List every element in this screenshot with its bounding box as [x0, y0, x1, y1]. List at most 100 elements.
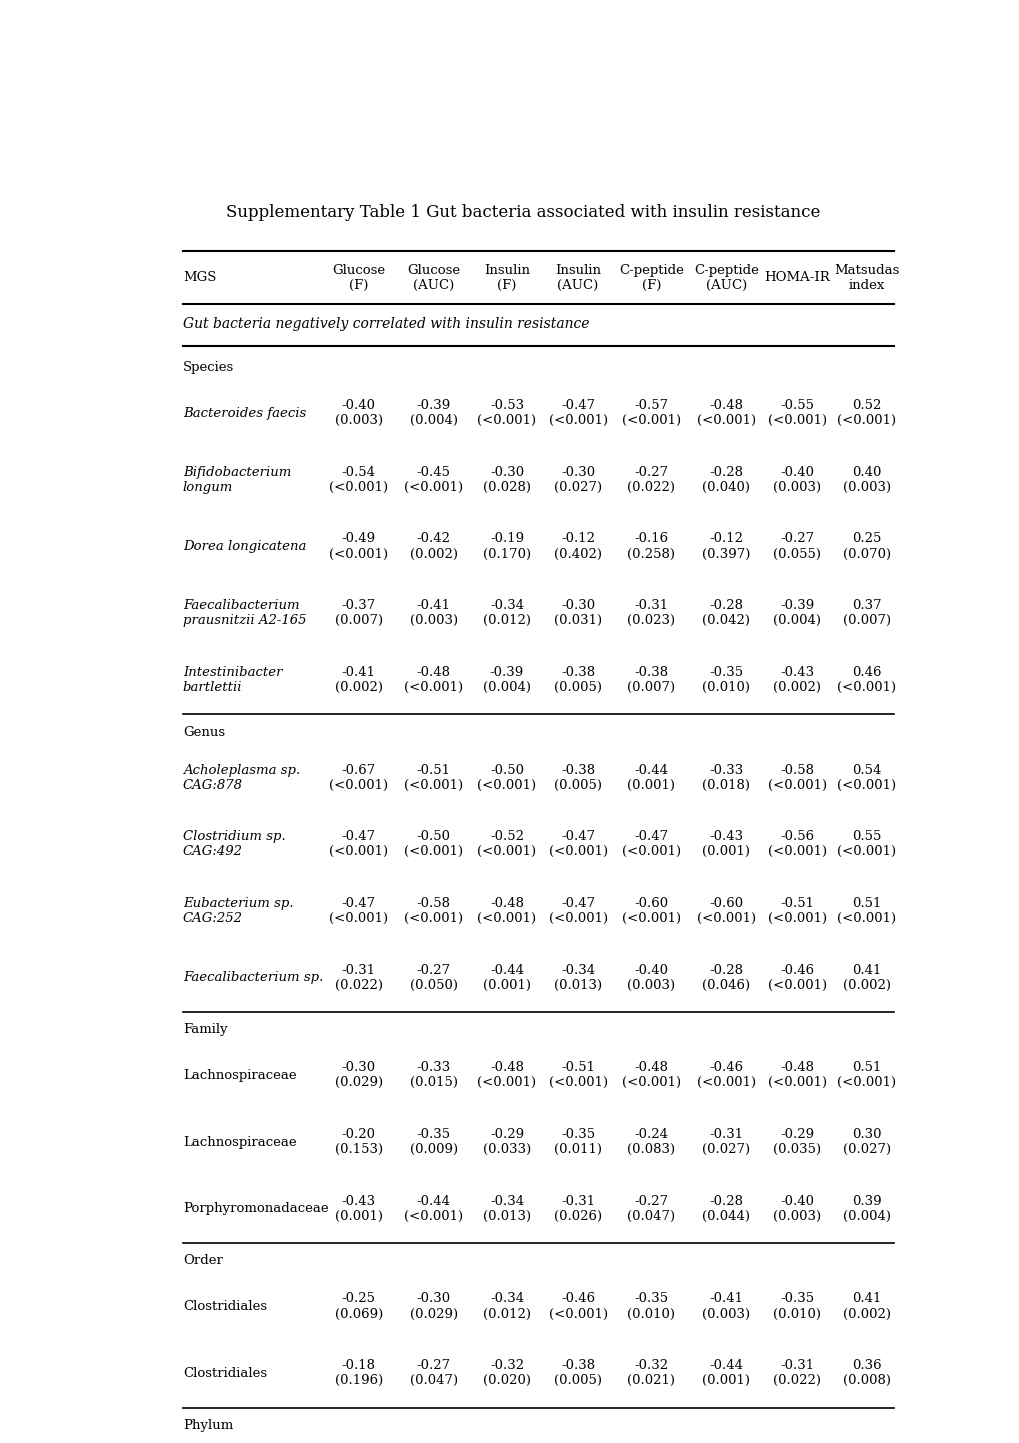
Text: -0.35
(0.010): -0.35 (0.010) — [772, 1293, 820, 1320]
Text: Intestinibacter
bartlettii: Intestinibacter bartlettii — [182, 665, 282, 694]
Text: 0.55
(<0.001): 0.55 (<0.001) — [837, 830, 896, 859]
Text: -0.30
(0.027): -0.30 (0.027) — [553, 466, 601, 494]
Text: -0.57
(<0.001): -0.57 (<0.001) — [621, 400, 680, 427]
Text: Species: Species — [182, 361, 233, 374]
Text: -0.27
(0.055): -0.27 (0.055) — [772, 532, 820, 560]
Text: -0.47
(<0.001): -0.47 (<0.001) — [621, 830, 680, 859]
Text: -0.41
(0.002): -0.41 (0.002) — [334, 665, 382, 694]
Text: -0.38
(0.005): -0.38 (0.005) — [553, 665, 601, 694]
Text: -0.31
(0.022): -0.31 (0.022) — [334, 964, 382, 991]
Text: -0.34
(0.013): -0.34 (0.013) — [482, 1195, 531, 1222]
Text: Lachnospiraceae: Lachnospiraceae — [182, 1069, 297, 1082]
Text: -0.35
(0.010): -0.35 (0.010) — [702, 665, 750, 694]
Text: 0.36
(0.008): 0.36 (0.008) — [842, 1359, 890, 1387]
Text: -0.40
(0.003): -0.40 (0.003) — [334, 400, 382, 427]
Text: -0.44
(<0.001): -0.44 (<0.001) — [404, 1195, 463, 1222]
Text: C-peptide
(AUC): C-peptide (AUC) — [693, 264, 758, 291]
Text: Faecalibacterium
prausnitzii A2-165: Faecalibacterium prausnitzii A2-165 — [182, 599, 306, 628]
Text: -0.44
(0.001): -0.44 (0.001) — [702, 1359, 750, 1387]
Text: -0.50
(<0.001): -0.50 (<0.001) — [477, 763, 536, 792]
Text: -0.32
(0.020): -0.32 (0.020) — [482, 1359, 531, 1387]
Text: 0.39
(0.004): 0.39 (0.004) — [842, 1195, 890, 1222]
Text: -0.43
(0.001): -0.43 (0.001) — [702, 830, 750, 859]
Text: -0.44
(0.001): -0.44 (0.001) — [627, 763, 675, 792]
Text: Dorea longicatena: Dorea longicatena — [182, 540, 306, 553]
Text: -0.47
(<0.001): -0.47 (<0.001) — [548, 830, 607, 859]
Text: 0.30
(0.027): 0.30 (0.027) — [842, 1128, 890, 1156]
Text: -0.48
(<0.001): -0.48 (<0.001) — [477, 1062, 536, 1089]
Text: -0.43
(0.002): -0.43 (0.002) — [772, 665, 820, 694]
Text: -0.27
(0.022): -0.27 (0.022) — [627, 466, 675, 494]
Text: Bacteroides faecis: Bacteroides faecis — [182, 407, 306, 420]
Text: -0.39
(0.004): -0.39 (0.004) — [772, 599, 820, 628]
Text: -0.38
(0.005): -0.38 (0.005) — [553, 763, 601, 792]
Text: Supplementary Table 1 Gut bacteria associated with insulin resistance: Supplementary Table 1 Gut bacteria assoc… — [225, 203, 819, 221]
Text: -0.28
(0.042): -0.28 (0.042) — [702, 599, 750, 628]
Text: Bifidobacterium
longum: Bifidobacterium longum — [182, 466, 291, 494]
Text: -0.48
(<0.001): -0.48 (<0.001) — [767, 1062, 826, 1089]
Text: 0.40
(0.003): 0.40 (0.003) — [842, 466, 890, 494]
Text: 0.52
(<0.001): 0.52 (<0.001) — [837, 400, 896, 427]
Text: 0.51
(<0.001): 0.51 (<0.001) — [837, 1062, 896, 1089]
Text: -0.35
(0.011): -0.35 (0.011) — [553, 1128, 601, 1156]
Text: -0.31
(0.023): -0.31 (0.023) — [627, 599, 675, 628]
Text: -0.49
(<0.001): -0.49 (<0.001) — [329, 532, 388, 560]
Text: -0.42
(0.002): -0.42 (0.002) — [410, 532, 458, 560]
Text: -0.52
(<0.001): -0.52 (<0.001) — [477, 830, 536, 859]
Text: -0.29
(0.035): -0.29 (0.035) — [772, 1128, 820, 1156]
Text: -0.39
(0.004): -0.39 (0.004) — [410, 400, 458, 427]
Text: -0.16
(0.258): -0.16 (0.258) — [627, 532, 675, 560]
Text: 0.54
(<0.001): 0.54 (<0.001) — [837, 763, 896, 792]
Text: -0.33
(0.018): -0.33 (0.018) — [702, 763, 750, 792]
Text: -0.34
(0.012): -0.34 (0.012) — [482, 599, 531, 628]
Text: -0.40
(0.003): -0.40 (0.003) — [772, 1195, 820, 1222]
Text: 0.46
(<0.001): 0.46 (<0.001) — [837, 665, 896, 694]
Text: -0.30
(0.031): -0.30 (0.031) — [553, 599, 601, 628]
Text: -0.47
(<0.001): -0.47 (<0.001) — [548, 400, 607, 427]
Text: -0.33
(0.015): -0.33 (0.015) — [410, 1062, 458, 1089]
Text: -0.31
(0.027): -0.31 (0.027) — [701, 1128, 750, 1156]
Text: -0.18
(0.196): -0.18 (0.196) — [334, 1359, 382, 1387]
Text: Clostridiales: Clostridiales — [182, 1367, 267, 1380]
Text: Clostridium sp.
CAG:492: Clostridium sp. CAG:492 — [182, 830, 285, 859]
Text: -0.67
(<0.001): -0.67 (<0.001) — [329, 763, 388, 792]
Text: -0.48
(<0.001): -0.48 (<0.001) — [477, 898, 536, 925]
Text: Eubacterium sp.
CAG:252: Eubacterium sp. CAG:252 — [182, 898, 293, 925]
Text: -0.47
(<0.001): -0.47 (<0.001) — [329, 898, 388, 925]
Text: -0.51
(<0.001): -0.51 (<0.001) — [767, 898, 826, 925]
Text: -0.46
(<0.001): -0.46 (<0.001) — [767, 964, 826, 991]
Text: -0.56
(<0.001): -0.56 (<0.001) — [767, 830, 826, 859]
Text: -0.46
(<0.001): -0.46 (<0.001) — [696, 1062, 755, 1089]
Text: -0.46
(<0.001): -0.46 (<0.001) — [548, 1293, 607, 1320]
Text: -0.34
(0.012): -0.34 (0.012) — [482, 1293, 531, 1320]
Text: 0.37
(0.007): 0.37 (0.007) — [842, 599, 890, 628]
Text: -0.51
(<0.001): -0.51 (<0.001) — [548, 1062, 607, 1089]
Text: -0.30
(0.028): -0.30 (0.028) — [482, 466, 531, 494]
Text: C-peptide
(F): C-peptide (F) — [619, 264, 683, 291]
Text: 0.51
(<0.001): 0.51 (<0.001) — [837, 898, 896, 925]
Text: Family: Family — [182, 1023, 227, 1036]
Text: Glucose
(F): Glucose (F) — [332, 264, 385, 291]
Text: -0.32
(0.021): -0.32 (0.021) — [627, 1359, 675, 1387]
Text: -0.24
(0.083): -0.24 (0.083) — [627, 1128, 675, 1156]
Text: Matsudas
index: Matsudas index — [834, 264, 899, 291]
Text: Faecalibacterium sp.: Faecalibacterium sp. — [182, 971, 323, 984]
Text: -0.27
(0.047): -0.27 (0.047) — [627, 1195, 675, 1222]
Text: -0.19
(0.170): -0.19 (0.170) — [482, 532, 531, 560]
Text: Acholeplasma sp.
CAG:878: Acholeplasma sp. CAG:878 — [182, 763, 300, 792]
Text: -0.50
(<0.001): -0.50 (<0.001) — [404, 830, 463, 859]
Text: -0.51
(<0.001): -0.51 (<0.001) — [404, 763, 463, 792]
Text: HOMA-IR: HOMA-IR — [764, 271, 829, 284]
Text: Order: Order — [182, 1254, 222, 1267]
Text: 0.25
(0.070): 0.25 (0.070) — [842, 532, 890, 560]
Text: -0.48
(<0.001): -0.48 (<0.001) — [696, 400, 755, 427]
Text: -0.53
(<0.001): -0.53 (<0.001) — [477, 400, 536, 427]
Text: -0.48
(<0.001): -0.48 (<0.001) — [621, 1062, 680, 1089]
Text: -0.38
(0.007): -0.38 (0.007) — [627, 665, 675, 694]
Text: -0.28
(0.040): -0.28 (0.040) — [702, 466, 750, 494]
Text: -0.31
(0.026): -0.31 (0.026) — [553, 1195, 601, 1222]
Text: -0.35
(0.009): -0.35 (0.009) — [410, 1128, 458, 1156]
Text: -0.34
(0.013): -0.34 (0.013) — [553, 964, 601, 991]
Text: -0.30
(0.029): -0.30 (0.029) — [410, 1293, 458, 1320]
Text: -0.41
(0.003): -0.41 (0.003) — [701, 1293, 750, 1320]
